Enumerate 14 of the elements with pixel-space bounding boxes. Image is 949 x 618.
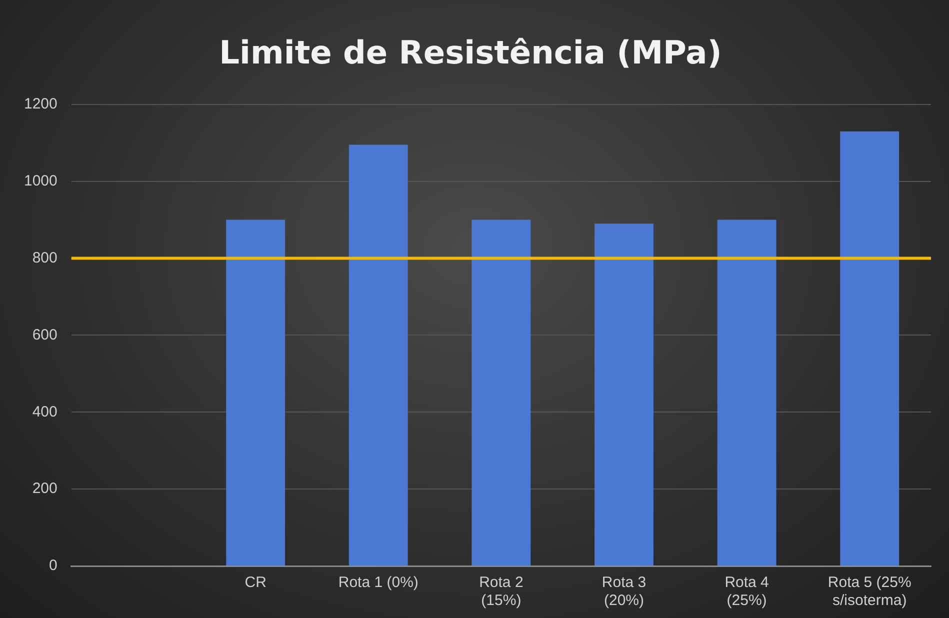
y-tick-label: 1200 <box>24 96 58 113</box>
chart-title: Limite de Resistência (MPa) <box>219 34 722 72</box>
x-tick-label: Rota 4 (25%) <box>724 574 769 610</box>
x-tick-label: CR <box>244 574 267 592</box>
y-tick-label: 800 <box>32 249 58 266</box>
x-tick-label: Rota 3 (20%) <box>602 574 646 610</box>
y-tick-label: 0 <box>49 557 58 574</box>
x-tick-label: Rota 1 (0%) <box>338 574 418 592</box>
y-tick-label: 1000 <box>24 172 58 190</box>
y-tick-label: 400 <box>32 403 58 420</box>
x-tick-label: Rota 2 (15%) <box>479 574 524 610</box>
x-tick-label: Rota 5 (25% s/isoterma) <box>828 574 912 610</box>
y-tick-label: 600 <box>32 326 58 344</box>
y-tick-label: 200 <box>32 480 58 498</box>
